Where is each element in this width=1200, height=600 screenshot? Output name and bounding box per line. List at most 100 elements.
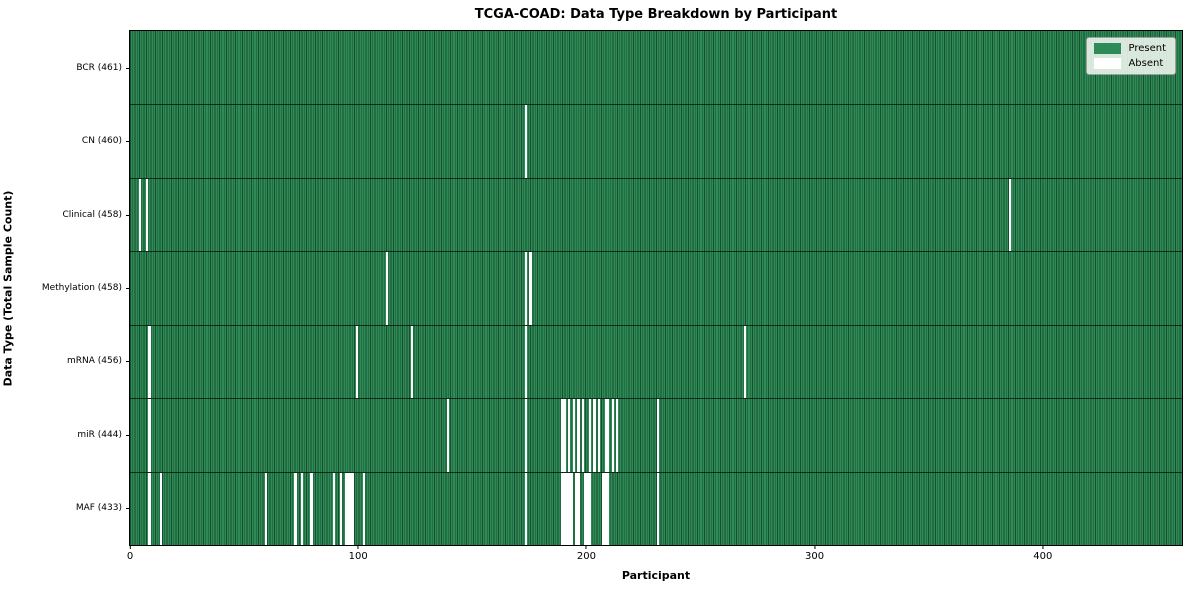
heatmap-row-Clinical xyxy=(130,177,1182,252)
absent-mark xyxy=(339,472,343,545)
y-tick-mark xyxy=(126,214,130,216)
x-tick-label: 200 xyxy=(576,551,596,562)
absent-mark xyxy=(597,399,601,472)
absent-mark xyxy=(148,472,151,545)
x-tick-label: 100 xyxy=(348,551,368,562)
legend-swatch-absent-icon xyxy=(1094,58,1122,69)
absent-mark xyxy=(586,472,589,545)
absent-mark xyxy=(588,472,591,545)
absent-mark xyxy=(385,252,388,325)
x-tick-0: 0 xyxy=(127,545,133,562)
absent-mark xyxy=(524,399,528,472)
x-tick-mark xyxy=(1042,545,1044,549)
legend-label-present: Present xyxy=(1128,43,1166,54)
absent-mark xyxy=(346,472,350,545)
legend-label-absent: Absent xyxy=(1128,58,1164,69)
absent-mark xyxy=(529,252,532,325)
absent-mark xyxy=(606,472,610,545)
absent-mark xyxy=(577,399,580,472)
legend-entry-present: Present xyxy=(1094,43,1166,54)
x-tick-200: 200 xyxy=(577,545,596,562)
absent-mark xyxy=(344,472,347,545)
absent-mark xyxy=(565,472,569,545)
x-tick-label: 300 xyxy=(805,551,825,562)
x-tick-100: 100 xyxy=(349,545,368,562)
absent-mark xyxy=(561,399,564,472)
y-tick-mark xyxy=(126,67,130,69)
absent-mark xyxy=(743,325,747,399)
x-tick-400: 400 xyxy=(1033,545,1052,562)
absent-mark xyxy=(301,472,304,545)
absent-mark xyxy=(568,472,571,545)
absent-mark xyxy=(606,399,610,472)
absent-mark xyxy=(410,325,413,399)
absent-mark xyxy=(572,399,575,472)
legend-entry-absent: Absent xyxy=(1094,58,1166,69)
heatmap-row-Methylation xyxy=(130,251,1182,325)
absent-mark xyxy=(593,399,596,472)
absent-mark xyxy=(148,399,151,472)
absent-mark xyxy=(264,472,267,545)
absent-mark xyxy=(581,399,585,472)
absent-mark xyxy=(524,105,528,178)
heatmap-row-miR xyxy=(130,398,1182,472)
absent-mark xyxy=(588,399,591,472)
y-tick-label-miR: miR (444) xyxy=(77,429,122,440)
absent-mark xyxy=(355,325,359,399)
y-tick-label-mRNA: mRNA (456) xyxy=(67,356,122,367)
x-tick-mark xyxy=(129,545,131,549)
y-tick-label-Methylation: Methylation (458) xyxy=(41,283,122,293)
absent-mark xyxy=(584,472,587,545)
x-tick-mark xyxy=(585,545,587,549)
absent-mark xyxy=(604,472,607,545)
absent-mark xyxy=(657,472,660,545)
absent-mark xyxy=(616,399,619,472)
absent-mark xyxy=(159,472,162,545)
chart-title: TCGA-COAD: Data Type Breakdown by Partic… xyxy=(474,7,838,22)
heatmap-row-CN xyxy=(130,104,1182,178)
absent-mark xyxy=(333,472,336,545)
absent-mark xyxy=(294,472,297,545)
y-tick-mark xyxy=(126,508,130,510)
y-tick-label-BCR: BCR (461) xyxy=(76,62,122,73)
y-tick-label-CN: CN (460) xyxy=(81,136,122,147)
heatmap-row-BCR xyxy=(130,31,1182,105)
absent-mark xyxy=(145,178,149,252)
absent-mark xyxy=(577,472,580,545)
y-tick-mark xyxy=(126,361,130,363)
x-tick-label: 400 xyxy=(1033,551,1053,562)
legend: Present Absent xyxy=(1086,37,1176,75)
absent-mark xyxy=(148,325,151,399)
x-tick-mark xyxy=(357,545,359,549)
absent-mark xyxy=(657,399,660,472)
absent-mark xyxy=(1008,178,1011,252)
y-axis-label: Data Type (Total Sample Count) xyxy=(1,190,15,387)
absent-mark xyxy=(574,472,578,545)
y-tick-mark xyxy=(126,434,130,436)
absent-mark xyxy=(524,472,528,545)
absent-mark xyxy=(611,399,614,472)
absent-mark xyxy=(310,472,313,545)
absent-mark xyxy=(602,472,605,545)
x-tick-mark xyxy=(814,545,816,549)
absent-mark xyxy=(139,178,142,252)
heatmap-row-mRNA xyxy=(130,324,1182,399)
absent-mark xyxy=(570,472,573,545)
y-tick-mark xyxy=(126,288,130,289)
y-tick-label-MAF: MAF (433) xyxy=(75,503,122,514)
plot-area: Present Absent BCR (461) CN (460) Clinical… xyxy=(42,30,1183,562)
absent-mark xyxy=(447,399,450,472)
absent-mark xyxy=(362,472,366,545)
absent-mark xyxy=(351,472,354,545)
absent-mark xyxy=(604,399,607,472)
absent-mark xyxy=(561,472,564,545)
absent-mark xyxy=(524,252,528,325)
absent-mark xyxy=(563,399,566,472)
legend-swatch-present-icon xyxy=(1094,43,1122,54)
x-tick-label: 0 xyxy=(126,551,134,562)
x-tick-300: 300 xyxy=(805,545,824,562)
y-tick-label-Clinical: Clinical (458) xyxy=(62,209,122,220)
absent-mark xyxy=(524,325,528,399)
x-axis-label: Participant xyxy=(621,569,691,582)
